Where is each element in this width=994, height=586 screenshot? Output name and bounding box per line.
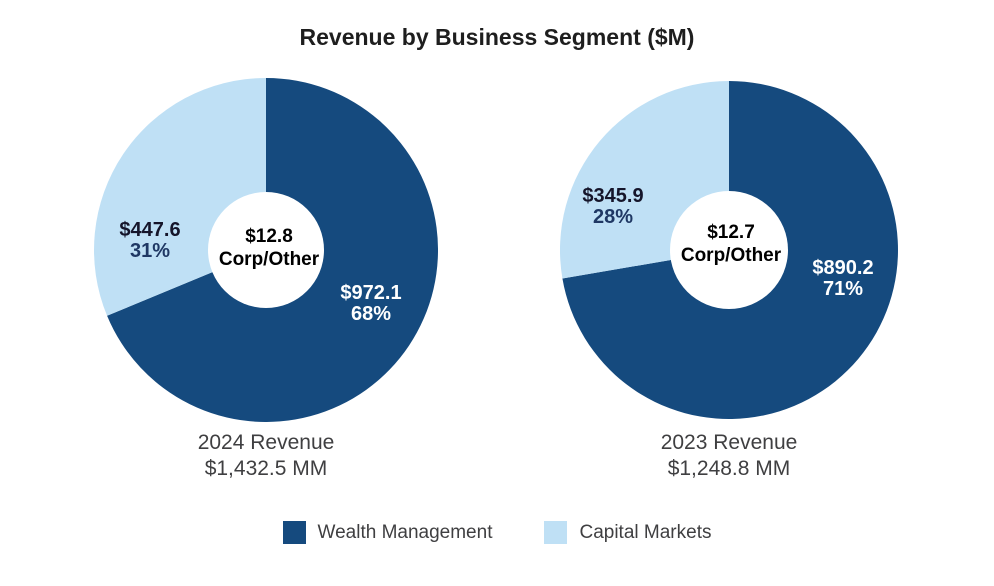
capital-markets-pct-2023: 28% [592, 206, 634, 228]
donut-chart-2024 [94, 78, 438, 422]
caption-2024-total: $1,432.5 MM [204, 457, 328, 480]
capital-markets-value-2024: $447.6 [119, 219, 181, 241]
capital-markets-label-2024: $447.6 31% [85, 220, 215, 262]
capital-markets-value-2023: $345.9 [582, 185, 644, 207]
legend-item-wealth-management: Wealth Management [282, 521, 493, 544]
legend: Wealth Management Capital Markets [0, 521, 994, 544]
corp-other-name-2024: Corp/Other [218, 249, 320, 270]
wealth-management-value-2024: $972.1 [340, 282, 402, 304]
wealth-management-pct-2024: 68% [350, 303, 392, 325]
caption-2023-year: 2023 Revenue [660, 431, 798, 454]
chart-title: Revenue by Business Segment ($M) [299, 24, 695, 50]
donut-hole [670, 191, 788, 309]
capital-markets-pct-2024: 31% [129, 240, 171, 262]
wealth-management-value-2023: $890.2 [812, 257, 874, 279]
caption-2023-total: $1,248.8 MM [667, 457, 791, 480]
legend-label-capital-markets: Capital Markets [579, 521, 712, 543]
donut-hole [208, 192, 324, 308]
caption-2024: 2024 Revenue $1,432.5 MM [94, 430, 438, 482]
legend-item-capital-markets: Capital Markets [544, 521, 711, 544]
wealth-management-label-2023: $890.2 71% [778, 258, 908, 300]
caption-2023: 2023 Revenue $1,248.8 MM [560, 430, 898, 482]
donut-chart-2023 [560, 81, 898, 419]
wealth-management-pct-2023: 71% [822, 278, 864, 300]
wealth-management-label-2024: $972.1 68% [306, 283, 436, 325]
caption-2024-year: 2024 Revenue [197, 431, 335, 454]
capital-markets-swatch-icon [544, 521, 568, 544]
capital-markets-label-2023: $345.9 28% [548, 186, 678, 228]
corp-other-name-2023: Corp/Other [680, 245, 782, 266]
legend-label-wealth-management: Wealth Management [317, 521, 493, 543]
corp-other-value-2023: $12.7 [707, 222, 755, 243]
corp-other-center-label-2024: $12.8 Corp/Other [191, 225, 347, 271]
corp-other-value-2024: $12.8 [245, 226, 293, 247]
wealth-management-swatch-icon [282, 521, 306, 544]
corp-other-center-label-2023: $12.7 Corp/Other [653, 221, 809, 267]
